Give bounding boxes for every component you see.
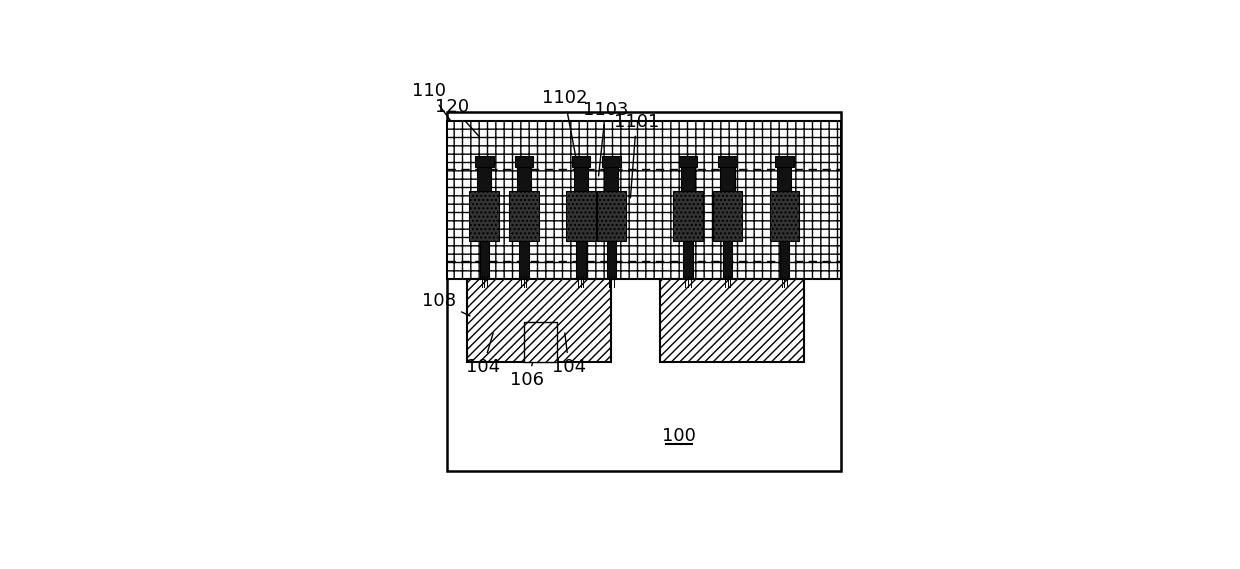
Bar: [713, 191, 743, 241]
Bar: [673, 191, 703, 241]
Bar: [683, 241, 693, 279]
Text: 104: 104: [466, 333, 500, 376]
Bar: [596, 191, 626, 241]
Bar: [604, 167, 619, 191]
Bar: [777, 167, 791, 191]
Text: 108: 108: [422, 292, 470, 316]
Bar: [660, 279, 805, 362]
Bar: [606, 241, 616, 279]
Bar: [572, 156, 590, 167]
Bar: [466, 279, 611, 362]
Bar: [770, 191, 800, 241]
Bar: [520, 241, 528, 279]
Bar: [517, 167, 531, 191]
Bar: [523, 323, 557, 362]
Bar: [565, 191, 595, 241]
Text: 110: 110: [412, 82, 450, 121]
Bar: [508, 191, 538, 241]
Text: 1102: 1102: [542, 89, 588, 164]
Text: 120: 120: [435, 98, 479, 137]
Bar: [780, 241, 790, 279]
Text: 1101: 1101: [614, 113, 660, 198]
Bar: [477, 167, 491, 191]
Bar: [718, 156, 737, 167]
Bar: [720, 167, 734, 191]
Bar: [448, 112, 842, 471]
Text: 1103: 1103: [583, 101, 629, 176]
Text: 100: 100: [662, 427, 696, 446]
Bar: [723, 241, 733, 279]
Bar: [603, 156, 620, 167]
Text: 106: 106: [511, 347, 544, 389]
Text: 104: 104: [552, 333, 587, 376]
Bar: [775, 156, 794, 167]
Bar: [575, 241, 585, 279]
Bar: [480, 241, 489, 279]
Bar: [475, 156, 494, 167]
Bar: [448, 121, 842, 279]
Bar: [678, 156, 697, 167]
Bar: [470, 191, 500, 241]
Bar: [681, 167, 696, 191]
Bar: [515, 156, 533, 167]
Bar: [574, 167, 588, 191]
